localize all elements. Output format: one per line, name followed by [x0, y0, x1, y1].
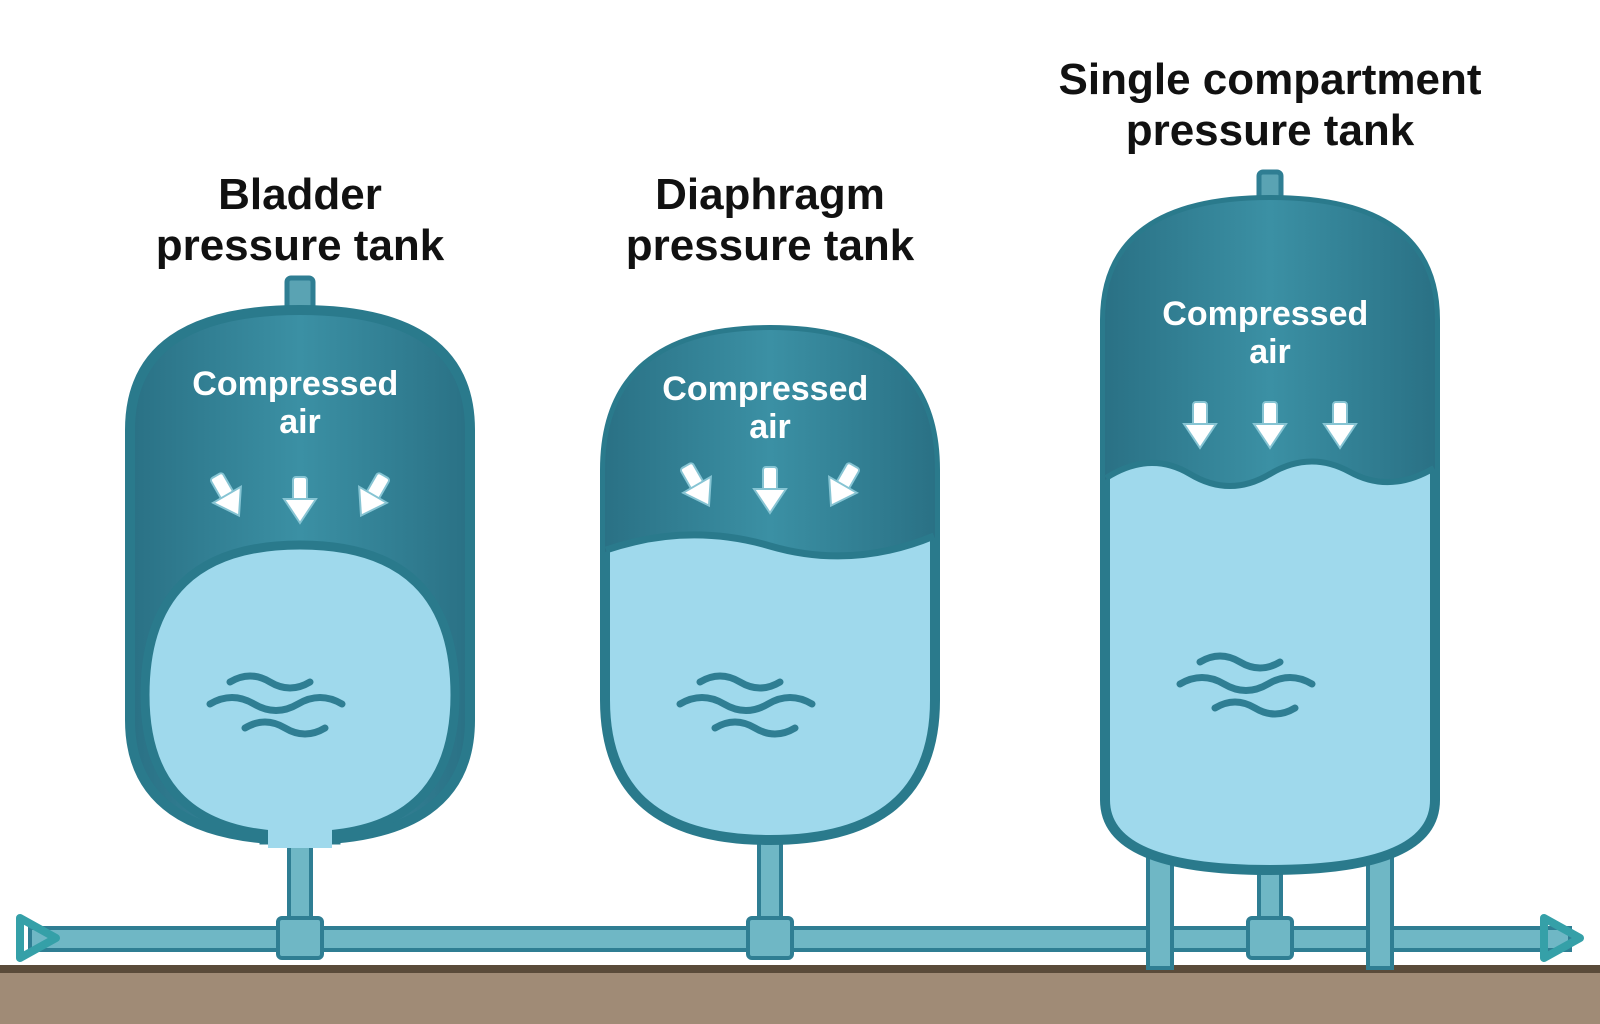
title-single: Single compartment pressure tank — [990, 55, 1550, 156]
tank-single: Compressed air — [1105, 172, 1435, 968]
title-diaphragm: Diaphragm pressure tank — [560, 170, 980, 271]
air-label-line1: Compressed — [1162, 295, 1368, 333]
bladder-water — [145, 545, 455, 848]
title-bladder: Bladder pressure tank — [100, 170, 500, 271]
tank-bladder: Compressed air — [130, 278, 470, 958]
air-label-line1: Compressed — [192, 365, 398, 403]
air-label-line2: air — [279, 403, 321, 441]
air-label-line2: air — [749, 408, 791, 446]
air-label-line2: air — [1249, 333, 1291, 371]
tank-diaphragm: Compressed air — [605, 330, 935, 958]
main-pipe — [30, 928, 1570, 950]
diagram-stage: Bladder pressure tank Diaphragm pressure… — [0, 0, 1600, 1024]
ground — [0, 965, 1600, 1024]
air-label-line1: Compressed — [662, 370, 868, 408]
